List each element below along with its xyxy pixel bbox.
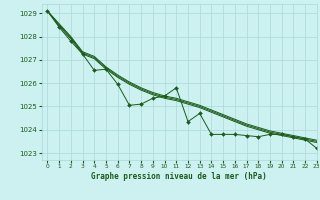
X-axis label: Graphe pression niveau de la mer (hPa): Graphe pression niveau de la mer (hPa): [91, 172, 267, 181]
